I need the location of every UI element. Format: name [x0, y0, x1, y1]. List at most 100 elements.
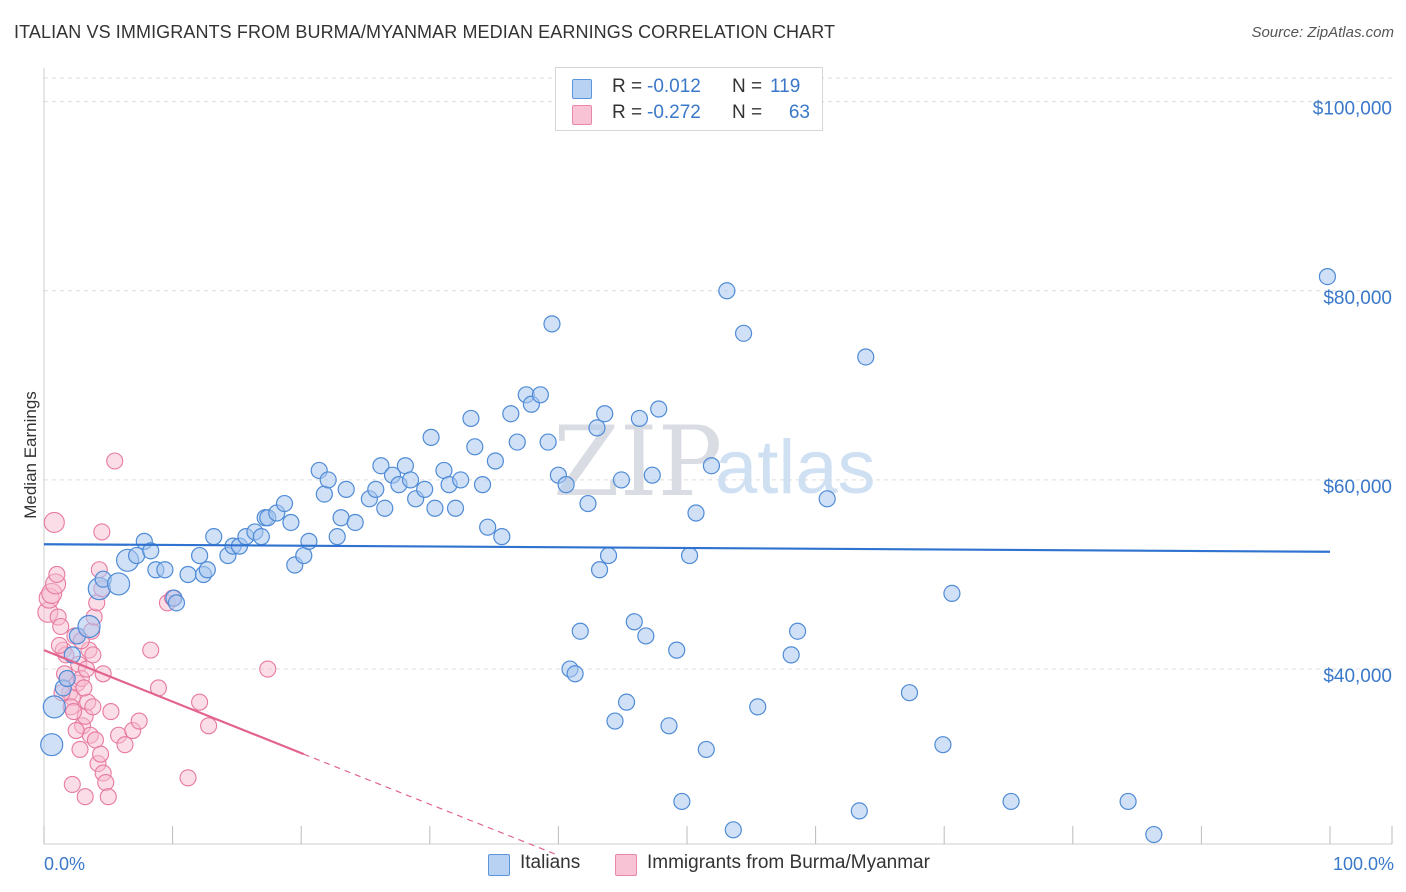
italians-point — [40, 733, 64, 757]
bottom-legend-swatch-italians — [488, 854, 510, 876]
trend-lines — [43, 543, 1331, 856]
italians-point — [596, 405, 614, 423]
italians-point — [446, 499, 465, 517]
italians-trend-line — [43, 543, 1331, 553]
burma-point — [67, 721, 85, 740]
italians-point — [857, 348, 875, 366]
italians-point — [590, 561, 609, 579]
italians-point — [486, 452, 504, 470]
watermark-atlas: atlas — [715, 425, 876, 510]
burma-point — [106, 452, 124, 470]
italians-point — [106, 572, 131, 596]
italians-point — [275, 494, 294, 513]
italians-point — [734, 324, 753, 342]
italians-point — [617, 693, 636, 711]
italians-point — [58, 669, 76, 688]
italians-point — [702, 457, 721, 475]
italians-point — [319, 471, 337, 489]
italians-point — [346, 513, 364, 532]
burma-point — [75, 679, 93, 697]
x-tick-label: 100.0% — [1333, 854, 1394, 874]
italians-point — [718, 282, 736, 300]
italians-point — [531, 386, 549, 404]
y-axis-label: Median Earnings — [21, 391, 40, 519]
italians-point — [367, 480, 385, 498]
italians-point — [372, 457, 390, 475]
italians-point — [142, 542, 160, 560]
burma-point — [65, 703, 83, 721]
italians-point — [328, 528, 346, 546]
italians-point — [625, 613, 643, 631]
axes — [43, 68, 1393, 845]
watermark: ZIP atlas — [553, 406, 876, 518]
x-tick-label: 0.0% — [44, 854, 85, 874]
italians-point — [401, 471, 420, 489]
burma-point — [259, 660, 277, 678]
correlation-legend: R = -0.012 N = 119 R = -0.272 N = 63 — [555, 67, 823, 131]
italians-point — [462, 409, 480, 428]
burma-point — [102, 703, 120, 721]
legend-n-label: N = — [732, 102, 763, 123]
italians-point — [599, 546, 618, 565]
italians-point — [1145, 825, 1163, 844]
chart-title: ITALIAN VS IMMIGRANTS FROM BURMA/MYANMAR… — [14, 22, 836, 42]
italians-point — [539, 433, 557, 451]
italians-point — [179, 565, 197, 584]
legend-n-label: N = — [732, 76, 763, 97]
italians-point — [818, 490, 836, 508]
italians-point — [749, 698, 767, 716]
y-tick-label: $40,000 — [1323, 666, 1392, 687]
burma-point — [71, 740, 89, 758]
source-label: Source: ZipAtlas.com — [1251, 24, 1394, 41]
italians-point — [557, 476, 575, 494]
legend-r-label: R = — [612, 76, 643, 97]
burma-point — [63, 775, 81, 793]
italians-point — [337, 480, 355, 498]
italians-point — [788, 622, 807, 640]
italians-point — [156, 561, 174, 579]
burma-point — [200, 717, 218, 735]
burma-point — [84, 698, 102, 716]
legend-n-value-italians: 119 — [770, 76, 801, 97]
legend-r-value-burma: -0.272 — [647, 102, 701, 123]
italians-point — [637, 627, 655, 645]
italians-point — [650, 400, 668, 418]
italians-point — [198, 561, 216, 579]
series-italians-points — [40, 267, 1337, 844]
italians-point — [473, 476, 492, 494]
italians-point — [466, 438, 484, 456]
italians-point — [850, 802, 868, 820]
burma-point — [84, 646, 102, 664]
italians-point — [422, 428, 440, 446]
italians-point — [697, 740, 715, 759]
bottom-legend-swatch-burma — [615, 854, 637, 876]
italians-point — [493, 528, 511, 546]
burma-point — [142, 641, 160, 659]
y-tick-label: $80,000 — [1323, 288, 1392, 309]
italians-point — [426, 499, 444, 517]
italians-point — [282, 513, 300, 532]
italians-point — [1119, 792, 1137, 811]
legend-swatch-italians — [572, 79, 592, 99]
italians-point — [252, 528, 270, 546]
legend-swatch-burma — [572, 105, 592, 125]
burma-trend-extension — [303, 753, 559, 856]
italians-point — [900, 684, 919, 702]
italians-point — [452, 471, 470, 489]
tick-labels: $40,000 $60,000 $80,000 $100,000 0.0% 100.0% — [44, 99, 1394, 874]
italians-point — [1002, 792, 1020, 811]
italians-point — [571, 622, 589, 640]
burma-point — [48, 565, 66, 584]
burma-trend-line — [43, 649, 305, 756]
italians-point — [376, 499, 394, 517]
burma-point — [50, 636, 68, 654]
italians-point — [934, 736, 952, 754]
italians-point — [502, 405, 520, 423]
italians-point — [1318, 267, 1337, 286]
burma-point — [92, 745, 110, 763]
burma-point — [93, 523, 111, 541]
burma-point — [116, 736, 134, 754]
italians-point — [566, 665, 584, 683]
italians-point — [205, 528, 223, 546]
